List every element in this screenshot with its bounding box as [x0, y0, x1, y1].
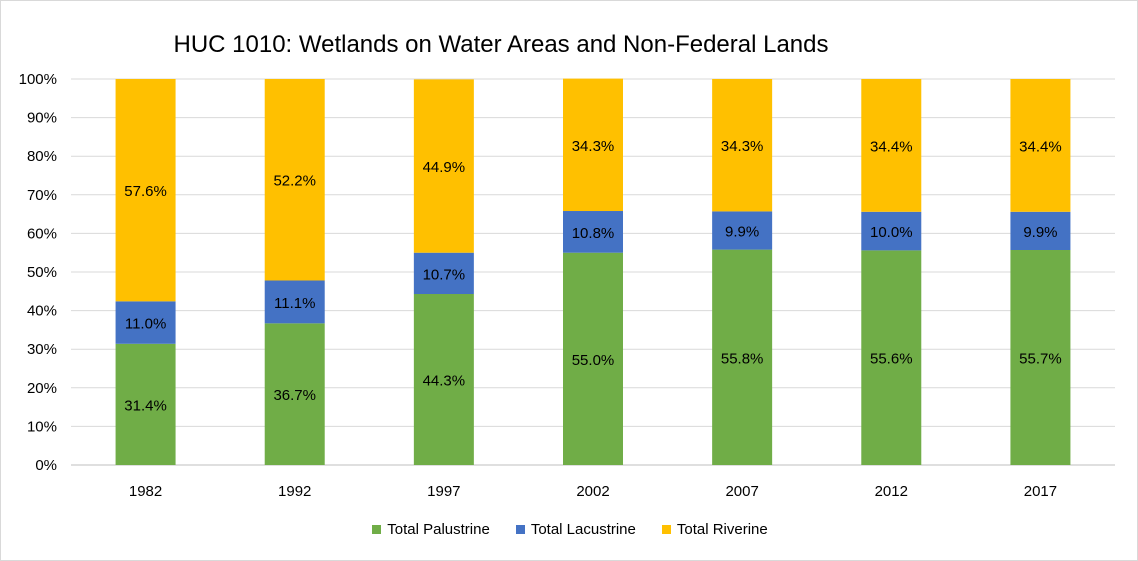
data-label: 11.1%	[274, 295, 315, 312]
legend-label: Total Lacustrine	[530, 521, 636, 538]
data-label: 52.2%	[273, 173, 316, 190]
y-tick-label: 70%	[27, 187, 57, 204]
bar-segment	[264, 79, 325, 281]
y-tick-label: 0%	[35, 457, 57, 474]
legend-swatch	[372, 525, 382, 534]
bar-segment	[413, 79, 474, 253]
bar-segment	[264, 323, 325, 465]
legend-item: Total Riverine	[661, 521, 768, 538]
bar-segment	[413, 294, 474, 465]
data-label: 34.4%	[1019, 138, 1062, 155]
bar-segment	[861, 79, 922, 212]
x-tick-label: 1997	[427, 483, 460, 500]
x-tick-label: 2012	[875, 483, 908, 500]
data-label: 34.3%	[572, 138, 615, 155]
data-label: 55.8%	[721, 350, 764, 367]
x-tick-label: 1992	[278, 483, 311, 500]
stacked-bar-chart: 0% 10% 20% 30% 40% 50% 60% 70% 80% 90% 100% 31.4% 11…	[19, 71, 1115, 500]
x-tick-label: 2002	[576, 483, 609, 500]
data-label: 9.9%	[725, 224, 759, 241]
bar-segment	[712, 249, 773, 465]
chart-title: HUC 1010: Wetlands on Water Areas and No…	[173, 31, 829, 58]
data-label: 44.3%	[423, 373, 466, 390]
x-tick-label: 2017	[1024, 483, 1057, 500]
data-label: 10.8%	[572, 225, 615, 242]
bar-segment	[115, 79, 176, 302]
data-label: 44.9%	[423, 159, 466, 176]
data-label: 57.6%	[124, 183, 167, 200]
data-label: 11.0%	[125, 316, 166, 333]
data-label: 9.9%	[1023, 224, 1057, 241]
bar-segment	[861, 211, 922, 251]
bar-segment	[413, 252, 474, 295]
bar-segment	[115, 301, 176, 344]
x-tick-label: 1982	[129, 483, 162, 500]
y-tick-label: 90%	[27, 110, 57, 127]
data-label: 10.7%	[423, 266, 466, 283]
legend-swatch	[515, 525, 525, 534]
y-tick-label: 30%	[27, 341, 57, 358]
data-label: 31.4%	[124, 397, 167, 414]
data-label: 55.0%	[572, 352, 615, 369]
legend-swatch	[661, 525, 671, 534]
data-label: 55.7%	[1019, 350, 1062, 367]
bar-segment	[1010, 211, 1071, 250]
chart-legend: Total Palustrine Total Lacustrine Total Ri…	[1, 521, 1138, 538]
legend-item: Total Palustrine	[372, 521, 490, 538]
y-tick-label: 20%	[27, 380, 57, 397]
bar-segment	[264, 280, 325, 324]
y-tick-label: 100%	[19, 71, 57, 88]
bar-segment	[1010, 249, 1071, 465]
bar-segment	[563, 252, 623, 465]
bar-segment	[115, 343, 176, 465]
data-label: 36.7%	[273, 387, 316, 404]
bar-segment	[712, 211, 773, 250]
y-tick-label: 40%	[27, 303, 57, 320]
bar-segment	[563, 78, 623, 212]
x-tick-label: 2007	[725, 483, 758, 500]
y-tick-label: 60%	[27, 225, 57, 242]
data-label: 34.3%	[721, 138, 764, 155]
legend-label: Total Riverine	[676, 521, 768, 538]
y-tick-label: 10%	[27, 418, 57, 435]
y-tick-label: 50%	[27, 264, 57, 281]
y-tick-label: 80%	[27, 148, 57, 165]
bar-segment	[1010, 79, 1071, 212]
data-label: 10.0%	[870, 224, 913, 241]
data-label: 34.4%	[870, 138, 913, 155]
bar-segment	[563, 211, 623, 253]
bar-segment	[861, 250, 922, 465]
legend-label: Total Palustrine	[387, 521, 490, 538]
bar-segment	[712, 79, 773, 212]
legend-item: Total Lacustrine	[515, 521, 636, 538]
data-label: 55.6%	[870, 351, 913, 368]
